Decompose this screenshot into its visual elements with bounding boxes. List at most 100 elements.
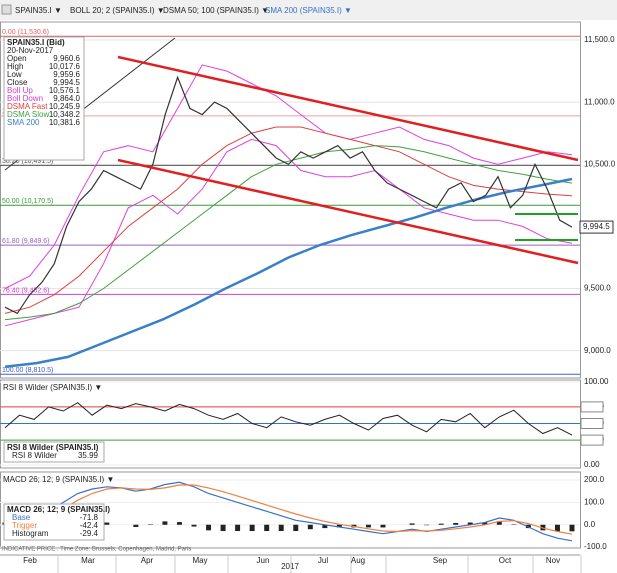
histogram-bar	[569, 524, 575, 532]
legend-value: -71.8	[80, 513, 99, 522]
panel-title: RSI 8 Wilder (SPAIN35.I) ▼	[3, 383, 102, 392]
series-line	[4, 64, 573, 289]
info-value: 9,959.6	[53, 70, 80, 79]
fib-label: 50.00 (10,170.5)	[2, 198, 53, 205]
histogram-bar	[496, 521, 502, 525]
legend-value: -29.4	[80, 529, 99, 538]
info-date: 20-Nov-2017	[7, 46, 54, 55]
month-label: May	[192, 556, 207, 565]
histogram-bar	[322, 524, 328, 529]
info-label: SMA 200	[7, 118, 40, 127]
histogram-bar	[235, 524, 241, 532]
histogram-bar	[206, 524, 212, 531]
fib-label: 76.40 (9,452.6)	[2, 287, 49, 294]
info-label: High	[7, 62, 23, 71]
histogram-bar	[336, 524, 342, 528]
series-line	[4, 75, 573, 315]
series-line	[4, 481, 573, 542]
histogram-bar	[104, 522, 110, 525]
info-value: 10,245.9	[49, 102, 81, 111]
year-label: 2017	[281, 562, 299, 571]
histogram-bar	[191, 524, 197, 527]
info-label: DSMA Slow	[7, 110, 49, 119]
toolbar-item[interactable]: DSMA 50; 100 (SPAIN35.I) ▼	[163, 6, 269, 15]
month-label: Jul	[318, 556, 328, 565]
info-value: 9,864.0	[53, 94, 80, 103]
legend-box	[3, 441, 105, 463]
histogram-bar	[307, 524, 313, 530]
y-tick-label: 100.0	[584, 498, 605, 507]
histogram-bar	[293, 524, 299, 532]
histogram-bar	[453, 522, 459, 525]
toolbar-item[interactable]: SMA 200 (SPAIN35.I) ▼	[265, 6, 352, 15]
info-label: DSMA Fast	[7, 102, 48, 111]
y-tick-label: 200.0	[584, 475, 605, 484]
histogram-bar	[249, 524, 255, 532]
channel-line	[117, 55, 579, 162]
month-label: Apr	[141, 556, 154, 565]
month-label: Sep	[433, 556, 448, 565]
y-tick-label: 0.00	[584, 460, 600, 469]
level-box	[580, 434, 604, 446]
legend-title: RSI 8 Wilder (SPAIN35.I)	[7, 443, 99, 452]
histogram-bar	[365, 524, 371, 528]
toolbar-icon	[1, 4, 12, 15]
fib-label: 61.80 (9,849.6)	[2, 238, 49, 245]
histogram-bar	[409, 523, 415, 525]
y-tick-label: -100.0	[584, 542, 607, 551]
info-value: 10,381.6	[49, 118, 81, 127]
last-value-label: 9,994.5	[583, 222, 610, 231]
y-tick-label: 100.00	[584, 377, 609, 386]
info-value: 9,994.5	[53, 78, 80, 87]
legend-title: MACD 26; 12; 9 (SPAIN35.I)	[7, 505, 110, 514]
info-value: 10,348.2	[49, 110, 81, 119]
histogram-bar	[554, 524, 560, 532]
legend-name: RSI 8 Wilder	[12, 451, 57, 460]
info-label: Low	[7, 70, 22, 79]
fib-label: 0.00 (11,530.6)	[2, 29, 49, 36]
fib-label: 100.00 (8,810.5)	[2, 367, 53, 374]
month-label: Oct	[499, 556, 512, 565]
info-value: 10,017.6	[49, 62, 81, 71]
legend-value: -42.4	[80, 521, 99, 530]
fib-label: 38.20 (10,491.5)	[2, 158, 53, 165]
histogram-bar	[220, 524, 226, 532]
month-label: Jun	[257, 556, 270, 565]
histogram-bar	[467, 522, 473, 525]
level-box	[580, 401, 604, 413]
info-value: 10,576.1	[49, 86, 81, 95]
legend-value: 35.99	[78, 451, 99, 460]
toolbar	[0, 0, 617, 20]
toolbar-item[interactable]: SPAIN35.I ▼	[15, 6, 62, 15]
info-label: Close	[7, 78, 28, 87]
month-label: Nov	[546, 556, 560, 565]
info-label: Boll Down	[7, 94, 43, 103]
y-tick-label: 11,000.0	[584, 97, 615, 106]
series-line	[4, 484, 573, 535]
month-label: Feb	[23, 556, 37, 565]
panel-title: MACD 26; 12; 9 (SPAIN35.I) ▼	[3, 475, 114, 484]
series-line	[4, 145, 573, 321]
histogram-bar	[438, 523, 444, 525]
info-value: 9,960.6	[53, 54, 80, 63]
series-line	[4, 126, 573, 314]
month-label: Mar	[81, 556, 95, 565]
y-tick-label: 11,500.0	[584, 35, 615, 44]
panel-frame	[0, 471, 581, 549]
info-box: SPAIN35.I (Bid) 20-Nov-2017 Open 9,960.6 H…	[3, 36, 85, 161]
histogram-bar	[278, 524, 284, 532]
month-label: Aug	[351, 556, 365, 565]
info-title: SPAIN35.I (Bid)	[7, 38, 65, 47]
histogram-bar	[133, 524, 139, 527]
info-panel	[3, 36, 85, 161]
toolbar-item[interactable]: BOLL 20; 2 (SPAIN35.I) ▼	[70, 6, 165, 15]
level-box	[580, 418, 604, 430]
y-tick-label: 9,500.0	[584, 284, 611, 293]
info-label: Boll Up	[7, 86, 33, 95]
y-tick-label: 10,500.0	[584, 159, 616, 168]
plots: 11,500.0 11,000.0 10,500.0 9,500.0 9,000.0 0.…	[0, 21, 616, 551]
footer: INDICATIVE PRICE . Time Zone: Brussels, …	[2, 547, 191, 553]
info-rows: Open 9,960.6 High 10,017.6 Low 9,959.6 Close 9,…	[7, 54, 81, 127]
histogram-bar	[176, 522, 182, 525]
